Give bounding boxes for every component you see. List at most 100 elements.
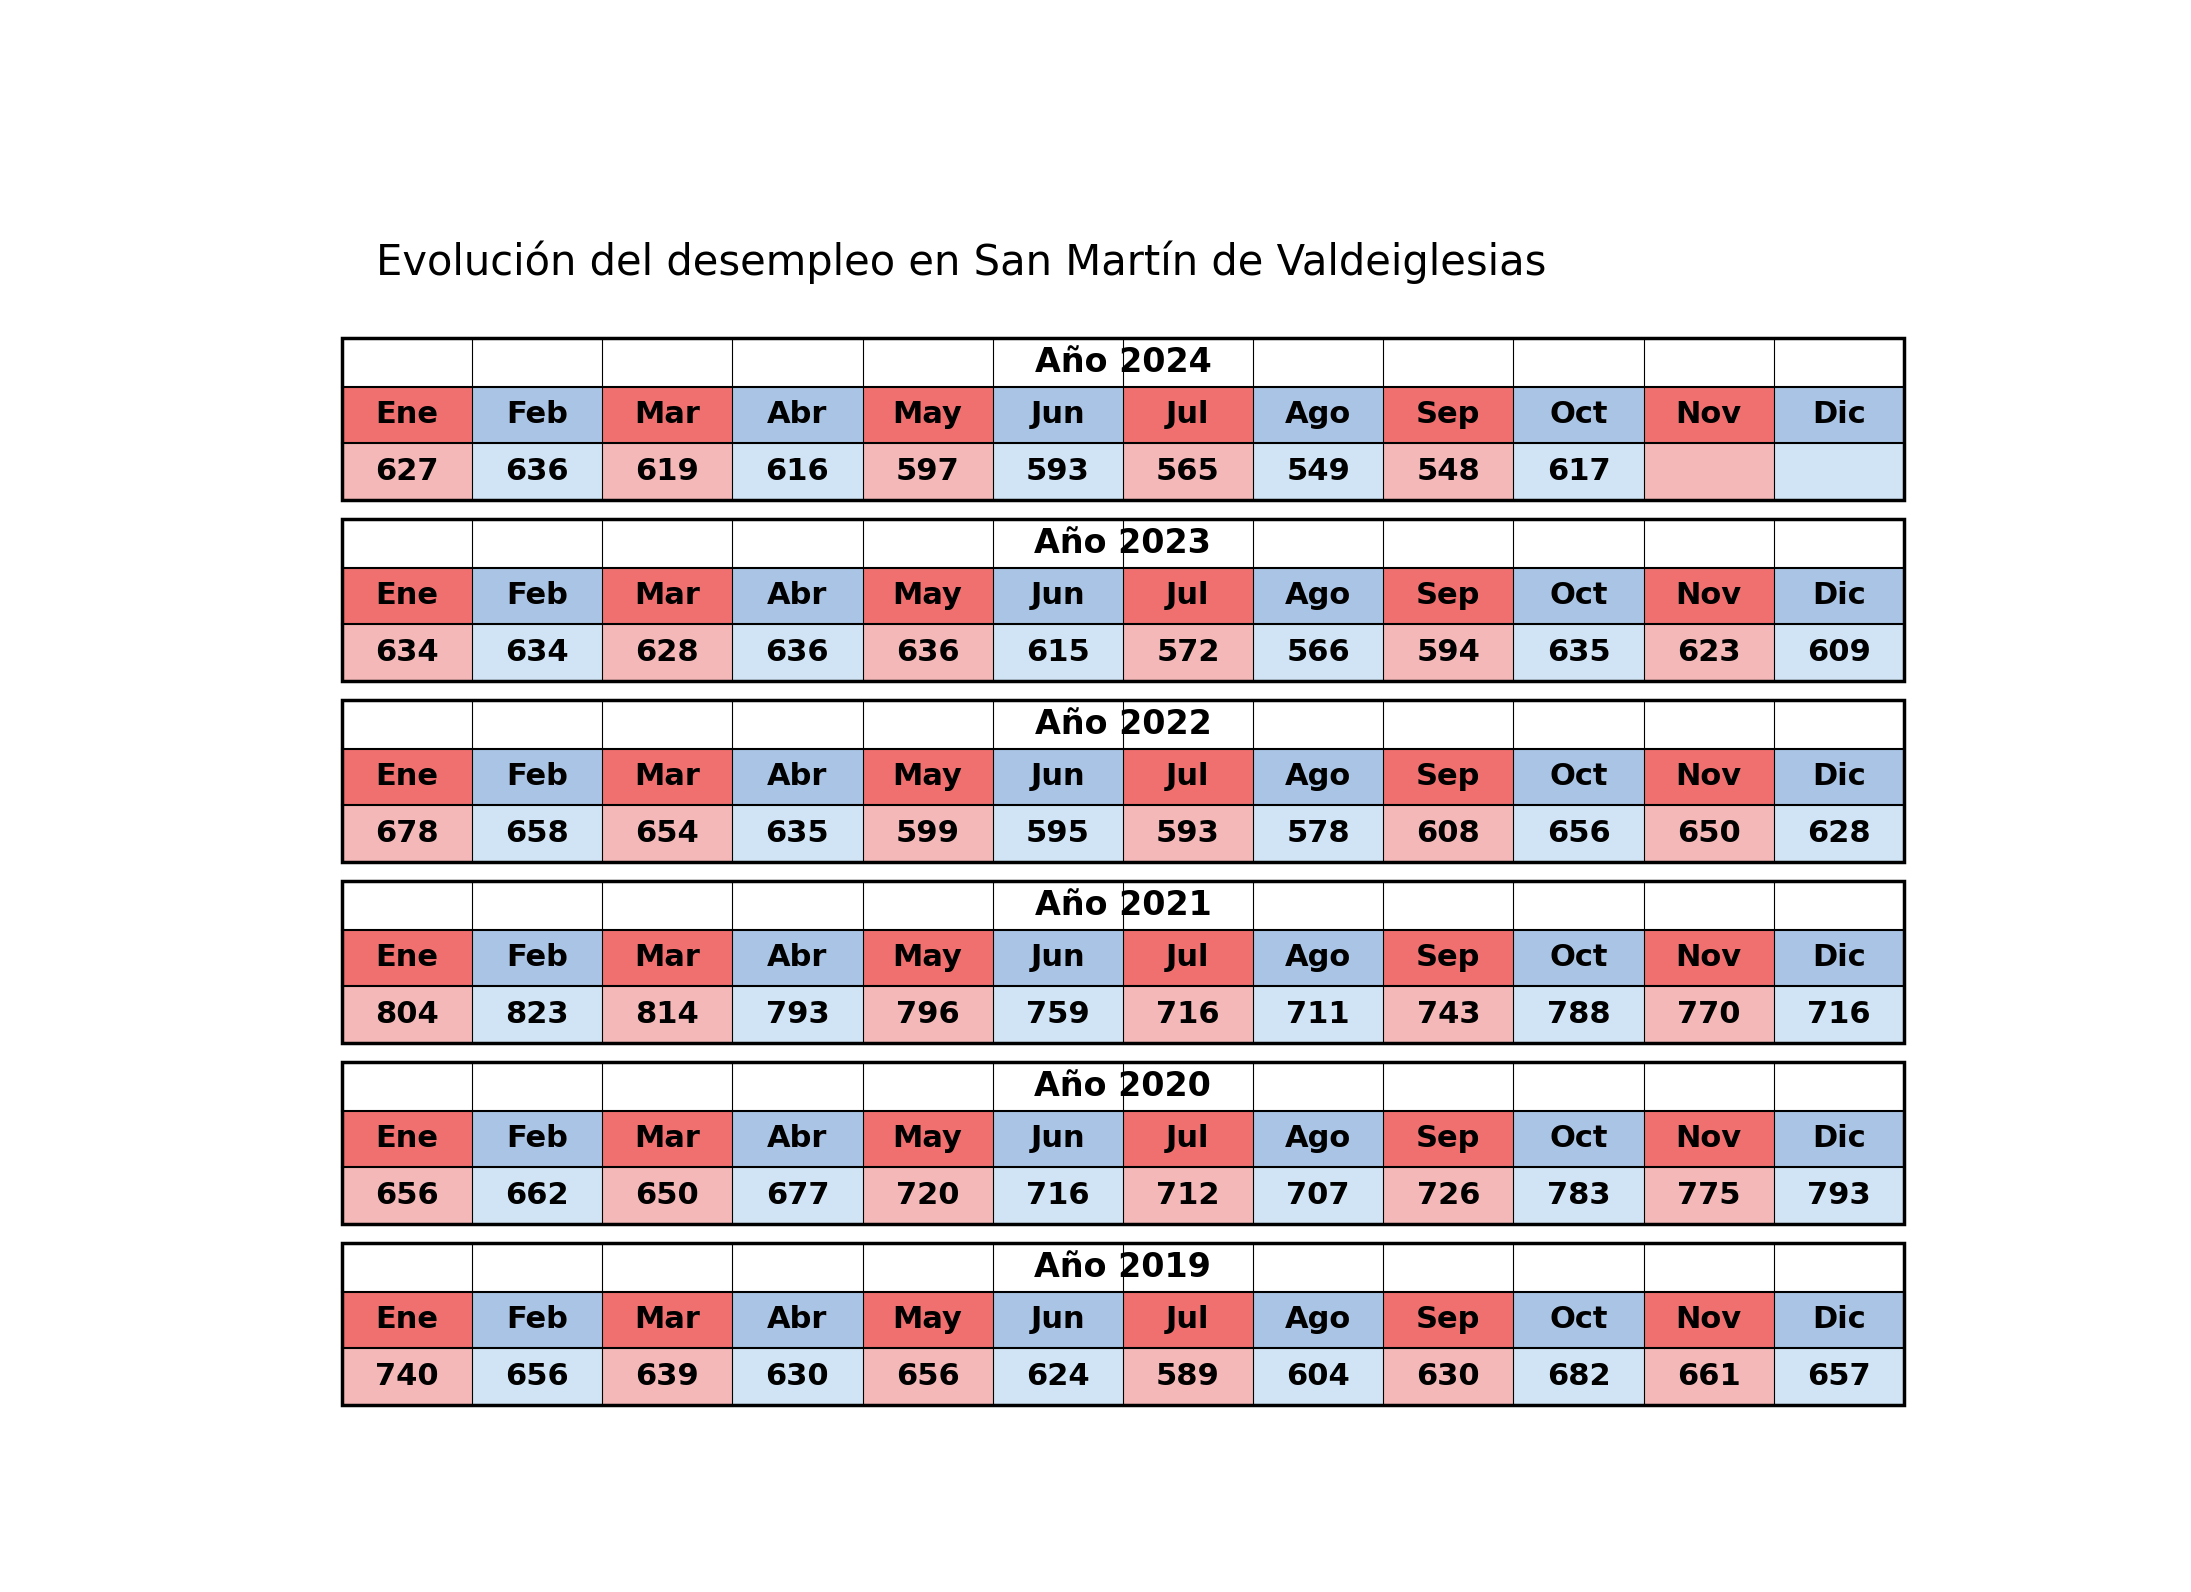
Text: 593: 593 bbox=[1157, 818, 1220, 849]
Text: Jul: Jul bbox=[1166, 944, 1209, 973]
Text: 716: 716 bbox=[1808, 1000, 1871, 1028]
Bar bbox=[471, 624, 603, 680]
Text: May: May bbox=[892, 1305, 962, 1334]
Text: 793: 793 bbox=[765, 1000, 828, 1028]
Text: 682: 682 bbox=[1547, 1361, 1610, 1391]
Bar bbox=[342, 700, 1904, 748]
Text: Año 2021: Año 2021 bbox=[1034, 888, 1212, 922]
Text: Ene: Ene bbox=[375, 581, 438, 610]
Bar bbox=[471, 806, 603, 861]
Text: Ene: Ene bbox=[375, 400, 438, 430]
Text: May: May bbox=[892, 763, 962, 791]
Bar bbox=[1253, 624, 1383, 680]
Text: 595: 595 bbox=[1025, 818, 1089, 849]
Bar bbox=[732, 1167, 863, 1224]
Bar bbox=[732, 568, 863, 624]
Text: 627: 627 bbox=[375, 457, 438, 486]
Bar bbox=[342, 338, 1904, 500]
Bar bbox=[1775, 443, 1904, 500]
Bar bbox=[342, 624, 471, 680]
Text: Año 2019: Año 2019 bbox=[1034, 1251, 1212, 1283]
Bar bbox=[342, 985, 471, 1043]
Text: 656: 656 bbox=[375, 1181, 438, 1210]
Text: Sep: Sep bbox=[1415, 1305, 1481, 1334]
Text: Nov: Nov bbox=[1676, 944, 1742, 973]
Text: 658: 658 bbox=[506, 818, 570, 849]
Text: 662: 662 bbox=[506, 1181, 570, 1210]
Text: 624: 624 bbox=[1025, 1361, 1089, 1391]
Bar bbox=[603, 568, 732, 624]
Text: Oct: Oct bbox=[1549, 400, 1608, 430]
Text: 599: 599 bbox=[896, 818, 960, 849]
Bar bbox=[603, 1167, 732, 1224]
Bar bbox=[1383, 624, 1514, 680]
Text: Jun: Jun bbox=[1030, 581, 1085, 610]
Text: Sep: Sep bbox=[1415, 1124, 1481, 1153]
Bar bbox=[1122, 387, 1253, 443]
Text: Evolución del desempleo en San Martín de Valdeiglesias: Evolución del desempleo en San Martín de… bbox=[377, 240, 1547, 283]
Text: 634: 634 bbox=[375, 638, 438, 667]
Text: Nov: Nov bbox=[1676, 581, 1742, 610]
Bar bbox=[993, 1167, 1122, 1224]
Bar bbox=[993, 748, 1122, 806]
Bar bbox=[863, 1111, 993, 1167]
Text: 677: 677 bbox=[765, 1181, 828, 1210]
Bar bbox=[732, 930, 863, 985]
Bar bbox=[342, 882, 1904, 930]
Bar bbox=[732, 748, 863, 806]
Bar bbox=[1122, 1167, 1253, 1224]
Text: Nov: Nov bbox=[1676, 1305, 1742, 1334]
Text: 636: 636 bbox=[765, 638, 828, 667]
Bar bbox=[993, 568, 1122, 624]
Bar bbox=[342, 1062, 1904, 1111]
Bar bbox=[1253, 1348, 1383, 1404]
Bar bbox=[1122, 624, 1253, 680]
Bar bbox=[993, 1291, 1122, 1348]
Bar bbox=[1122, 748, 1253, 806]
Text: 656: 656 bbox=[506, 1361, 570, 1391]
Bar bbox=[863, 806, 993, 861]
Text: 572: 572 bbox=[1157, 638, 1220, 667]
Bar bbox=[1514, 1167, 1643, 1224]
Text: Oct: Oct bbox=[1549, 763, 1608, 791]
Text: 654: 654 bbox=[635, 818, 699, 849]
Bar bbox=[342, 519, 1904, 680]
Text: 617: 617 bbox=[1547, 457, 1610, 486]
Text: Abr: Abr bbox=[767, 581, 828, 610]
Text: Jul: Jul bbox=[1166, 1124, 1209, 1153]
Bar bbox=[603, 443, 732, 500]
Text: May: May bbox=[892, 1124, 962, 1153]
Bar bbox=[471, 1111, 603, 1167]
Bar bbox=[1775, 930, 1904, 985]
Bar bbox=[732, 1111, 863, 1167]
Bar bbox=[1122, 1348, 1253, 1404]
Text: Jun: Jun bbox=[1030, 944, 1085, 973]
Bar bbox=[1775, 748, 1904, 806]
Text: Mar: Mar bbox=[635, 763, 701, 791]
Text: Nov: Nov bbox=[1676, 400, 1742, 430]
Bar bbox=[1514, 930, 1643, 985]
Bar bbox=[1383, 806, 1514, 861]
Bar bbox=[1253, 568, 1383, 624]
Bar bbox=[1253, 748, 1383, 806]
Bar bbox=[1253, 387, 1383, 443]
Text: Ago: Ago bbox=[1286, 1124, 1352, 1153]
Text: 565: 565 bbox=[1157, 457, 1220, 486]
Bar bbox=[1253, 1167, 1383, 1224]
Text: 712: 712 bbox=[1157, 1181, 1220, 1210]
Bar bbox=[732, 387, 863, 443]
Bar bbox=[342, 1111, 471, 1167]
Bar bbox=[1122, 1291, 1253, 1348]
Text: Sep: Sep bbox=[1415, 944, 1481, 973]
Bar bbox=[342, 1291, 471, 1348]
Bar bbox=[1383, 748, 1514, 806]
Text: 823: 823 bbox=[506, 1000, 570, 1028]
Text: May: May bbox=[892, 944, 962, 973]
Bar bbox=[471, 1167, 603, 1224]
Bar bbox=[342, 568, 471, 624]
Text: 720: 720 bbox=[896, 1181, 960, 1210]
Bar bbox=[1514, 806, 1643, 861]
Bar bbox=[1383, 568, 1514, 624]
Bar bbox=[342, 700, 1904, 861]
Bar bbox=[863, 1348, 993, 1404]
